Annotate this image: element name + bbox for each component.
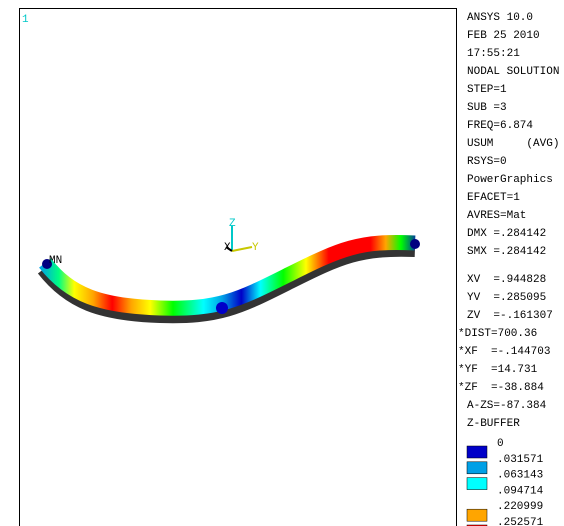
- legend-label: .094714: [497, 485, 544, 497]
- beam-end: [410, 239, 420, 249]
- triad-y: Y: [252, 242, 259, 254]
- info-line: AVRES=Mat: [467, 210, 526, 222]
- info-line: NODAL SOLUTION: [467, 66, 559, 78]
- view-line: ZV =-.161307: [467, 310, 553, 322]
- info-line: 17:55:21: [467, 48, 520, 60]
- view-line: *XF =-.144703: [458, 346, 550, 358]
- legend-swatch: [467, 478, 487, 490]
- info-line: STEP=1: [467, 84, 507, 96]
- info-line: PowerGraphics: [467, 174, 553, 186]
- info-line: SUB =3: [467, 102, 507, 114]
- window-number: 1: [22, 14, 29, 26]
- legend-swatch: [467, 446, 487, 458]
- info-line: RSYS=0: [467, 156, 507, 168]
- info-line: USUM (AVG): [467, 138, 559, 150]
- info-line: FREQ=6.874: [467, 120, 533, 132]
- info-line: EFACET=1: [467, 192, 520, 204]
- legend-label: .063143: [497, 470, 543, 482]
- min-node: [216, 302, 228, 314]
- viewport-frame: [20, 9, 457, 526]
- view-line: Z-BUFFER: [467, 418, 520, 430]
- view-line: *ZF =-38.884: [458, 382, 544, 394]
- triad-z: Z: [229, 218, 236, 230]
- info-line: FEB 25 2010: [467, 30, 540, 42]
- legend-label: 0: [497, 438, 504, 450]
- legend-label: .031571: [497, 454, 544, 466]
- legend-swatch: [467, 509, 487, 521]
- min-label: MN: [49, 255, 62, 267]
- view-line: *YF =14.731: [458, 364, 538, 376]
- view-line: *DIST=700.36: [458, 328, 537, 340]
- legend-label: .220999: [497, 501, 543, 513]
- legend-swatch: [467, 462, 487, 474]
- ansys-window: 1 MN Z X Y ANSYS 10.0 FEB 25 2010 17:55:21…: [0, 0, 564, 526]
- legend-label: .252571: [497, 517, 544, 526]
- info-line: ANSYS 10.0: [467, 12, 533, 24]
- view-line: A-ZS=-87.384: [467, 400, 547, 412]
- triad-x: X: [224, 242, 231, 254]
- info-panel: ANSYS 10.0 FEB 25 2010 17:55:21 NODAL SOLUT…: [458, 12, 559, 526]
- info-line: SMX =.284142: [467, 246, 546, 258]
- info-line: DMX =.284142: [467, 228, 546, 240]
- screen: 1 MN Z X Y ANSYS 10.0 FEB 25 2010 17:55:21…: [0, 0, 564, 526]
- view-line: YV =.285095: [467, 292, 546, 304]
- view-line: XV =.944828: [467, 274, 546, 286]
